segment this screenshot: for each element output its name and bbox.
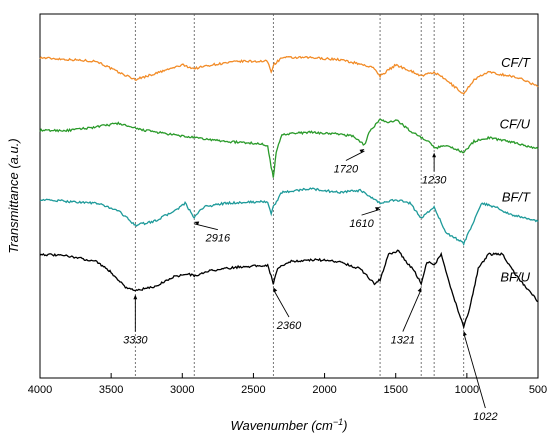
x-tick-label: 2000 <box>312 384 336 396</box>
annotation-arrowhead-2916 <box>194 221 200 226</box>
annotation-label-3330: 3330 <box>123 335 148 347</box>
annotation-label-1022: 1022 <box>473 411 497 423</box>
annotation-arrowhead-3330 <box>133 294 138 300</box>
annotation-arrowhead-1720 <box>359 149 365 154</box>
x-tick-label: 3000 <box>170 384 194 396</box>
annotation-arrow-1022 <box>463 332 486 409</box>
x-axis-title-sup: −1 <box>333 417 343 427</box>
peak-annotations: 3330 2916 2360 1720 1610 1321 1230 1022 <box>123 149 498 423</box>
annotation-arrowhead-1610 <box>375 207 381 211</box>
annotation-label-1230: 1230 <box>422 174 447 186</box>
x-axis-title-end: ) <box>341 418 347 433</box>
series-line-cf-t <box>39 55 539 95</box>
series-line-bf-u <box>39 249 539 330</box>
x-tick-label: 1500 <box>383 384 407 396</box>
series-line-bf-t <box>39 187 539 246</box>
series-line-cf-u <box>39 118 539 178</box>
plot-frame <box>39 13 539 379</box>
x-tick-label: 1000 <box>455 384 479 396</box>
x-tick-label: 500 <box>529 384 547 396</box>
annotation-label-1321: 1321 <box>391 335 415 347</box>
x-axis-title-main: Wavenumber (cm <box>231 418 334 433</box>
x-axis-ticks: 4000 3500 3000 2500 2000 1500 1000 500 <box>28 373 547 396</box>
annotation-arrowhead-2360 <box>273 287 278 293</box>
series-group <box>39 55 539 330</box>
annotation-arrowhead-1022 <box>463 331 467 337</box>
annotation-arrow-1610 <box>361 208 381 216</box>
series-labels: CF/T CF/U BF/T BF/U <box>500 55 531 285</box>
x-tick-label: 3500 <box>99 384 123 396</box>
x-axis-title: Wavenumber (cm−1) <box>231 417 348 433</box>
series-label-bf-t: BF/T <box>502 189 531 204</box>
annotation-label-2916: 2916 <box>205 233 231 245</box>
y-axis-title: Transmittance (a.u.) <box>6 138 21 253</box>
annotation-arrow-2916 <box>194 223 218 231</box>
annotation-arrow-2360 <box>272 289 290 318</box>
annotation-label-2360: 2360 <box>276 320 302 332</box>
annotation-arrowhead-1230 <box>432 152 437 158</box>
series-label-cf-u: CF/U <box>500 117 531 132</box>
series-label-bf-u: BF/U <box>500 270 530 285</box>
annotation-arrow-1321 <box>402 289 422 332</box>
annotation-label-1610: 1610 <box>349 218 374 230</box>
annotation-arrowhead-1321 <box>417 287 422 293</box>
x-tick-label: 4000 <box>28 384 52 396</box>
series-label-cf-t: CF/T <box>501 55 531 70</box>
x-tick-label: 2500 <box>241 384 265 396</box>
annotation-label-1720: 1720 <box>334 164 359 176</box>
